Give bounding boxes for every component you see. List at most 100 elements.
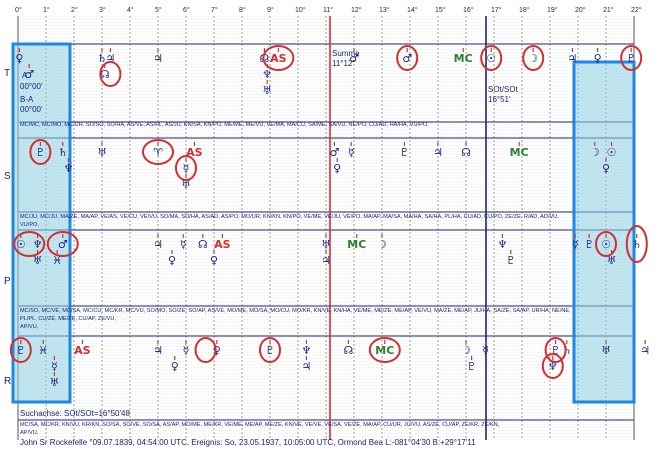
glyph-p-moon: ☽ [377,238,387,251]
red-circle [13,231,46,257]
glyph-r-plu3: ♇ [467,360,477,373]
strip-p1: MC/SO, MC/VE, MC/SA, MC/CU, MC/KR, MC/VU… [20,308,571,314]
degree-tick-label: 3° [99,6,106,14]
row-label-r: R [4,376,11,387]
strip-p3: AP/VU, [20,324,39,330]
red-circle [99,61,122,87]
glyph-r-merc: ☿ [51,360,58,373]
glyph-t-arrow: ♅ [262,84,272,97]
red-circle [620,45,643,71]
glyph-p-sun: ☉ [16,238,26,251]
search-axis-label: Suchachse: SOt/SOt=16°50'48 [20,409,130,418]
glyph-s-fig: ♅ [181,178,191,191]
band-left [11,42,72,404]
row-labels: T S P R [4,68,11,387]
strip-s2: VU/PO, [20,222,39,228]
degree-tick-label: 17° [491,6,502,14]
degree-tick-label: 14° [407,6,418,14]
degree-tick-label: 8° [239,6,246,14]
glyph-t-sun: ♀ [15,52,23,65]
glyph-t-moon: ☽ [528,52,538,65]
glyph-p-merc: ☿ [180,238,187,251]
red-circle [544,337,567,363]
red-circle [522,45,545,71]
glyph-p-x: ♓ [52,254,62,267]
glyph-p-om: ☊ [198,238,208,251]
chart-annotations: A 00°00' B-A 00°00' Summe 11°12' SOt/SOt… [20,49,571,436]
glyph-s-node: ☊ [461,146,471,159]
glyph-r-sat: ♄ [562,344,572,357]
strip-p2: PL/PL, CU/ZE, ME/ZE, CU/AP, ZE/VU, [20,316,116,322]
summe-label: Summe [332,49,360,58]
glyph-r-node: ☊ [344,344,354,357]
glyph-s-nep: ♆ [63,162,73,175]
red-circle-marks [9,45,648,379]
a-value: 00°00' [20,82,43,91]
degree-tick-label: 19° [547,6,558,14]
glyph-s-merc: ☿ [183,162,190,175]
glyph-p-jup2: ♃ [321,254,331,267]
glyph-r-jup2: ♃ [301,360,311,373]
degree-tick-label: 12° [351,6,362,14]
summe-value: 11°12' [332,59,354,68]
glyph-r-ven: ♀ [213,344,221,357]
soft-label: SOt/SOt [488,85,519,94]
ba-mark: B-A [20,95,34,104]
glyph-s-merc2: ☿ [348,146,355,159]
glyph-t-mars2: ♂ [402,52,412,65]
glyph-r-moon: ☽ [461,344,471,357]
glyph-s-venus: ♀ [333,162,341,175]
glyph-p-up3: ♅ [607,254,617,267]
glyph-p-c: ♀ [168,254,176,267]
glyph-r-pl4: ♇ [551,344,561,357]
glyph-s-as: AS [186,146,203,159]
degree-tick-label: 16° [463,6,474,14]
glyph-p-sat: ♄ [632,238,642,251]
strip-r2: AP/VU, [20,430,39,436]
degree-tick-label: 6° [183,6,190,14]
glyph-s-aries: ♈ [153,146,163,159]
strip-s1: MC/JU, MC/JU, MA/ZE, MA/AP, VE/AS, VE/CU… [20,214,559,220]
row-label-t: T [4,68,10,79]
glyph-p-merc2: ☿ [572,238,579,251]
red-circle [625,225,648,263]
glyph-p-up2: ♅ [321,238,331,251]
glyph-r-nep: ♆ [301,344,311,357]
degree-tick-label: 0° [15,6,22,14]
degree-tick-label: 18° [519,6,530,14]
red-circle [194,337,217,363]
glyph-s-jup: ♃ [433,146,443,159]
soft-value: 16°51' [488,95,511,104]
strip-r1: MC/SA, MC/KR, KN/VU, KR/KN, SO/SA, SO/VE… [20,422,500,428]
glyph-s-mars: ♂ [329,146,339,159]
glyph-r-up2: ♅ [601,344,611,357]
glyph-p-jup: ♃ [153,238,163,251]
glyph-t-mars: ♂ [349,52,359,65]
glyph-s-up: ♅ [97,146,107,159]
glyph-r-x: ♓ [38,344,48,357]
red-circle [142,139,174,165]
glyph-r-c: ♀ [171,360,179,373]
degree-tick-label: 4° [127,6,134,14]
red-circle [541,353,564,379]
degree-tick-label: 2° [71,6,78,14]
glyph-s-sun: ☉ [607,146,617,159]
highlight-bands [11,42,636,404]
degree-tick-label: 1° [43,6,50,14]
glyph-t-jupiter: ♃ [105,52,115,65]
glyph-p-mars: ♂ [58,238,68,251]
degree-tick-label: 7° [211,6,218,14]
glyph-r-plu2: ♇ [265,344,275,357]
glyph-s-pluto: ♇ [35,146,45,159]
glyph-s-sat: ♄ [58,146,68,159]
footer-info: John Sr Rockefelle °09.07.1839, 04:54:00… [20,438,476,447]
degree-tick-label: 9° [267,6,274,14]
row-label-p: P [4,276,11,287]
glyph-p-as: AS [214,238,231,251]
red-circle [396,45,419,71]
glyph-t-jup2: ♃ [153,52,163,65]
glyph-r-merc2: ☿ [183,344,190,357]
red-circle [9,337,32,363]
glyph-s-plu2: ♇ [399,146,409,159]
glyph-t-as: AS [270,52,287,65]
